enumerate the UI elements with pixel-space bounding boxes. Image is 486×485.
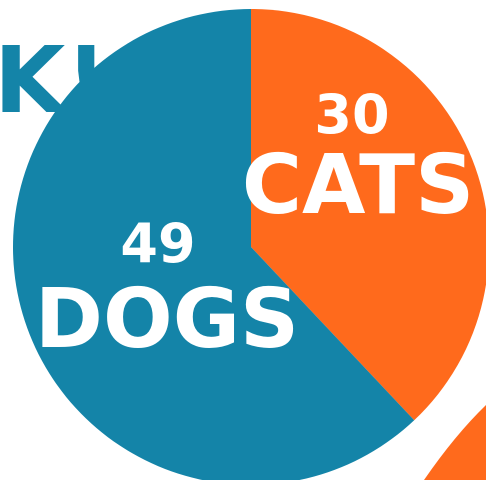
cropped-heading-text: K!: [0, 27, 107, 134]
decorative-orange-shape: [424, 405, 486, 480]
pie-slice-cats: [251, 9, 486, 421]
cats-value-label: 30: [314, 83, 389, 146]
pie-slice-dogs: [13, 9, 415, 485]
cats-category-label: CATS: [242, 138, 474, 233]
dogs-value-label: 49: [120, 212, 195, 275]
pie-slices: [13, 9, 486, 485]
dogs-category-label: DOGS: [35, 272, 299, 367]
